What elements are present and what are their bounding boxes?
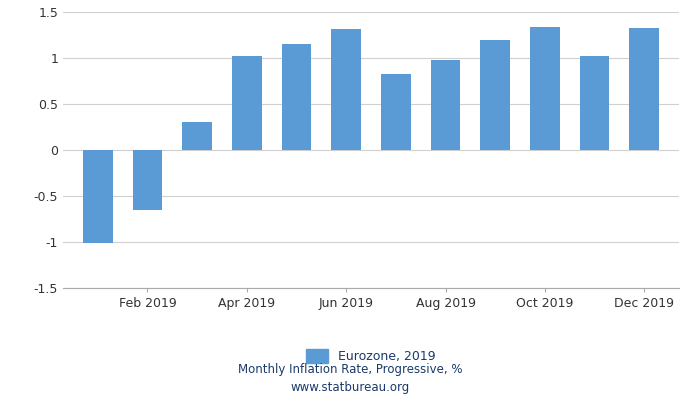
Text: Monthly Inflation Rate, Progressive, %: Monthly Inflation Rate, Progressive, % [238, 364, 462, 376]
Bar [381, 74, 411, 150]
Bar [83, 150, 113, 243]
Bar [530, 27, 560, 150]
Bar [281, 44, 312, 150]
Bar [232, 56, 262, 150]
Bar [629, 28, 659, 150]
Bar [132, 150, 162, 210]
Legend: Eurozone, 2019: Eurozone, 2019 [301, 344, 441, 368]
Bar [580, 56, 610, 150]
Bar [430, 60, 461, 150]
Text: www.statbureau.org: www.statbureau.org [290, 382, 410, 394]
Bar [331, 28, 361, 150]
Bar [480, 40, 510, 150]
Bar [182, 122, 212, 150]
